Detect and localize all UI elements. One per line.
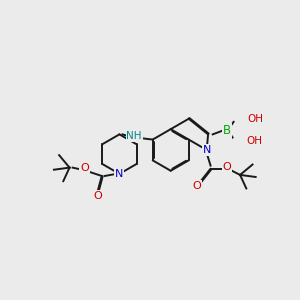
- Text: N: N: [202, 145, 211, 155]
- Text: OH: OH: [248, 114, 263, 124]
- Text: O: O: [93, 191, 102, 201]
- Text: O: O: [80, 163, 89, 173]
- Text: O: O: [223, 162, 231, 172]
- Text: O: O: [192, 181, 201, 190]
- Text: NH: NH: [127, 131, 142, 141]
- Text: N: N: [115, 169, 124, 179]
- Text: B: B: [223, 124, 231, 137]
- Text: OH: OH: [246, 136, 262, 146]
